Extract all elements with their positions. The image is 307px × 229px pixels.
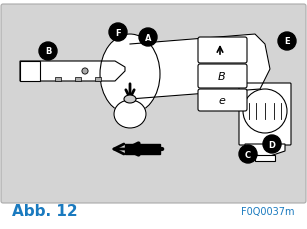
Ellipse shape bbox=[124, 95, 136, 104]
Bar bbox=[255, 155, 275, 161]
Text: B: B bbox=[218, 72, 226, 82]
FancyBboxPatch shape bbox=[1, 5, 306, 203]
Text: B: B bbox=[45, 47, 51, 56]
FancyBboxPatch shape bbox=[198, 90, 247, 112]
Text: D: D bbox=[269, 140, 275, 149]
Circle shape bbox=[239, 145, 257, 163]
Circle shape bbox=[109, 24, 127, 42]
Text: F0Q0037m: F0Q0037m bbox=[242, 206, 295, 216]
FancyBboxPatch shape bbox=[198, 65, 247, 89]
Circle shape bbox=[263, 135, 281, 153]
FancyBboxPatch shape bbox=[239, 84, 291, 145]
Polygon shape bbox=[125, 144, 160, 154]
Text: A: A bbox=[145, 33, 151, 42]
Bar bbox=[95, 78, 101, 82]
Bar bbox=[75, 78, 81, 82]
Text: F: F bbox=[115, 28, 121, 37]
Polygon shape bbox=[20, 62, 40, 82]
Circle shape bbox=[139, 29, 157, 47]
FancyBboxPatch shape bbox=[198, 38, 247, 64]
Ellipse shape bbox=[100, 35, 160, 114]
Text: Abb. 12: Abb. 12 bbox=[12, 204, 78, 218]
Circle shape bbox=[243, 90, 287, 134]
Circle shape bbox=[82, 69, 88, 75]
Circle shape bbox=[278, 33, 296, 51]
Polygon shape bbox=[245, 144, 285, 156]
Circle shape bbox=[39, 43, 57, 61]
Text: C: C bbox=[245, 150, 251, 159]
Text: e: e bbox=[219, 95, 225, 106]
Text: E: E bbox=[284, 37, 290, 46]
Bar bbox=[55, 78, 61, 82]
Polygon shape bbox=[20, 62, 125, 82]
Ellipse shape bbox=[114, 101, 146, 128]
Polygon shape bbox=[130, 35, 270, 100]
